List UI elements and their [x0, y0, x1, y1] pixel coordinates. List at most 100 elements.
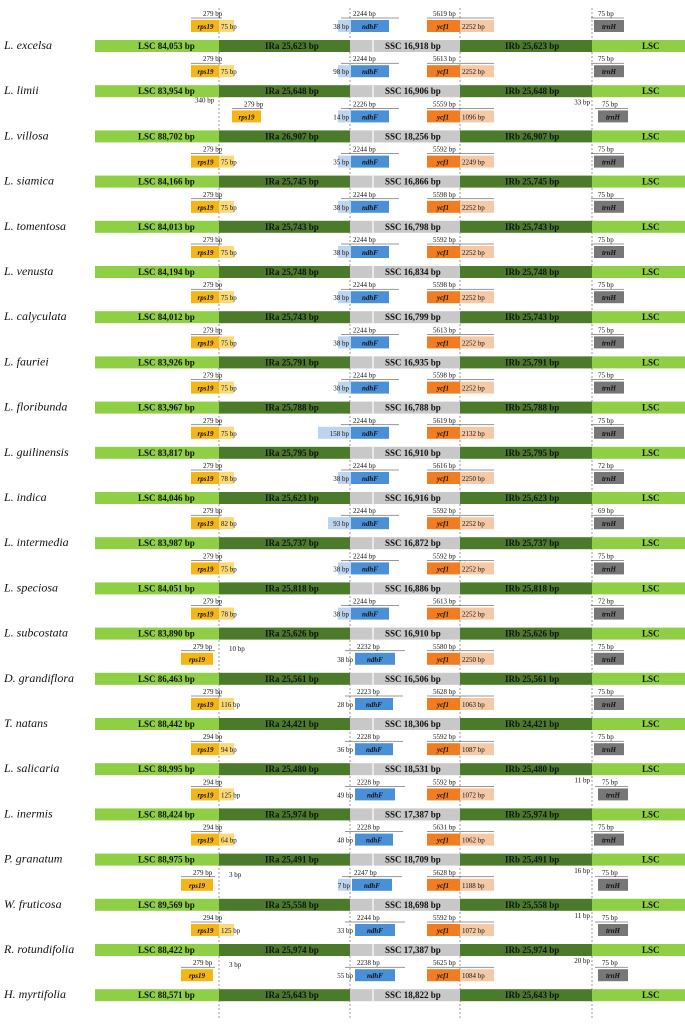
rps19-ir-part: [219, 381, 234, 394]
ycf1-label: ycf1: [436, 113, 449, 121]
ndhf-length: 2228 bp: [357, 733, 380, 741]
trnh-length: 75 bp: [598, 236, 614, 244]
ndhf-label: ndhF: [362, 611, 378, 619]
ndhf-gene: [351, 562, 389, 575]
irb-length: IRb 25,795 bp: [505, 448, 559, 458]
irb-length: IRb 25,791 bp: [505, 357, 559, 367]
ycf1-overlap: 1188 bp: [462, 882, 485, 890]
lsc-end-segment: [592, 220, 685, 233]
trnh-label: trnH: [602, 475, 617, 483]
ndhf-gene: [355, 788, 395, 801]
ycf1-ir-part: [460, 698, 494, 710]
rps19-overlap: 75 bp: [221, 23, 237, 31]
rps19-length: 279 bp: [203, 688, 223, 696]
ycf1-ir-part: [460, 381, 494, 394]
ycf1-label: ycf1: [436, 882, 449, 890]
lsc-end-segment: [592, 898, 685, 911]
rps19-ir-part: [219, 200, 234, 213]
species-name: L. calyculata: [3, 309, 67, 323]
rps19-overlap: 75 bp: [221, 249, 237, 257]
lsc-end-segment: [592, 356, 685, 369]
ycf1-length: 5631 bp: [433, 824, 456, 832]
ndhf-gene: [351, 20, 389, 32]
lsc-segment: [95, 356, 219, 369]
ycf1-length: 5598 bp: [433, 191, 456, 199]
lsc-segment: [95, 537, 219, 550]
ycf1-gene: [427, 517, 460, 530]
lsc-end-label: LSC: [642, 855, 660, 865]
ndhf-label: ndhF: [362, 520, 378, 528]
rps19-length: 279 bp: [244, 100, 264, 108]
ndhf-length: 2244 bp: [353, 236, 376, 244]
species-row: R. rotundifolia LSC 88,422 bp IRa 25,974 b…: [3, 912, 685, 956]
trnh-length: 75 bp: [598, 55, 614, 63]
ira-segment: [219, 853, 350, 866]
species-row: L. venusta LSC 84,194 bp IRa 25,748 bp SSC …: [3, 236, 685, 278]
ndhf-length: 2238 bp: [357, 959, 380, 967]
ndhf-overlap: 38 bp: [333, 204, 349, 212]
species-row: L. tomentosa LSC 84,013 bp IRa 25,743 bp SS…: [3, 191, 685, 233]
lsc-end-label: LSC: [642, 177, 660, 187]
junction-guide-lines: [218, 8, 593, 1020]
trnh-label: trnH: [606, 882, 621, 890]
lsc-length: LSC 88,975 bp: [138, 855, 195, 865]
irb-segment: [460, 492, 592, 504]
rps19-gene: [191, 65, 220, 78]
lsc-end-segment: [592, 492, 685, 504]
lsc-segment: [95, 718, 219, 730]
lsc-end-segment: [592, 763, 685, 776]
ndhf-gene: [351, 110, 389, 123]
rps19-ir-part: [219, 833, 234, 846]
rps19-gene: [191, 607, 220, 620]
ira-length: IRa 25,643 bp: [265, 990, 319, 1000]
ndhf-overlap: 38 bp: [337, 656, 353, 664]
ycf1-ir-part: [460, 833, 494, 846]
trnh-label: trnH: [602, 23, 617, 31]
ycf1-ir-part: [460, 607, 494, 620]
rps19-ir-part: [219, 562, 234, 575]
trnh-gene: [598, 969, 628, 982]
ycf1-gene: [427, 426, 460, 439]
ycf1-label: ycf1: [436, 23, 449, 31]
ycf1-ir-part: [460, 878, 494, 891]
rps19-ir-part: [219, 472, 234, 484]
ycf1-gene: [427, 969, 460, 982]
ycf1-overlap: 1062 bp: [462, 837, 485, 845]
ndhf-gene: [351, 381, 389, 394]
trnh-label: trnH: [602, 656, 617, 664]
rps19-length: 279 bp: [193, 959, 213, 967]
ssc-segment: [350, 130, 460, 143]
ndhf-ir-part: [338, 607, 351, 620]
trnh-length: 75 bp: [602, 914, 618, 922]
trnh-length: 75 bp: [598, 326, 614, 334]
trnh-overlap: 16 bp: [574, 867, 590, 875]
ndhf-ir-part: [338, 878, 351, 891]
ycf1-label: ycf1: [436, 611, 449, 619]
ycf1-label: ycf1: [436, 791, 449, 799]
species-name: L. excelsa: [3, 38, 52, 52]
rps19-overlap: 116 bp: [221, 701, 240, 709]
ycf1-length: 5598 bp: [433, 281, 456, 289]
ycf1-ir-part: [460, 562, 494, 575]
ycf1-label: ycf1: [436, 339, 449, 347]
trnh-label: trnH: [606, 113, 621, 121]
ndhf-gene: [351, 607, 389, 620]
rps19-length: 294 bp: [203, 914, 223, 922]
irb-length: IRb 25,818 bp: [505, 583, 559, 593]
irb-length: IRb 25,743 bp: [505, 312, 559, 322]
ndhf-gene: [355, 969, 395, 982]
rps19-gene: [191, 381, 220, 394]
species-row: L. guilinensis LSC 83,817 bp IRa 25,795 bp…: [3, 417, 685, 459]
rps19-overlap: 64 bp: [221, 837, 237, 845]
ira-segment: [219, 311, 350, 324]
trnh-length: 75 bp: [598, 552, 614, 560]
lsc-length: LSC 86,463 bp: [138, 674, 195, 684]
ycf1-length: 5592 bp: [433, 236, 456, 244]
ycf1-overlap: 1072 bp: [462, 791, 485, 799]
ssc-length: SSC 18,256 bp: [385, 131, 441, 141]
lsc-length: LSC 88,424 bp: [138, 809, 195, 819]
ycf1-length: 5580 bp: [433, 643, 456, 651]
rps19-overlap: 340 bp: [195, 96, 215, 104]
rps19-label: rps19: [198, 611, 214, 619]
rps19-overlap: 125 bp: [221, 791, 241, 799]
